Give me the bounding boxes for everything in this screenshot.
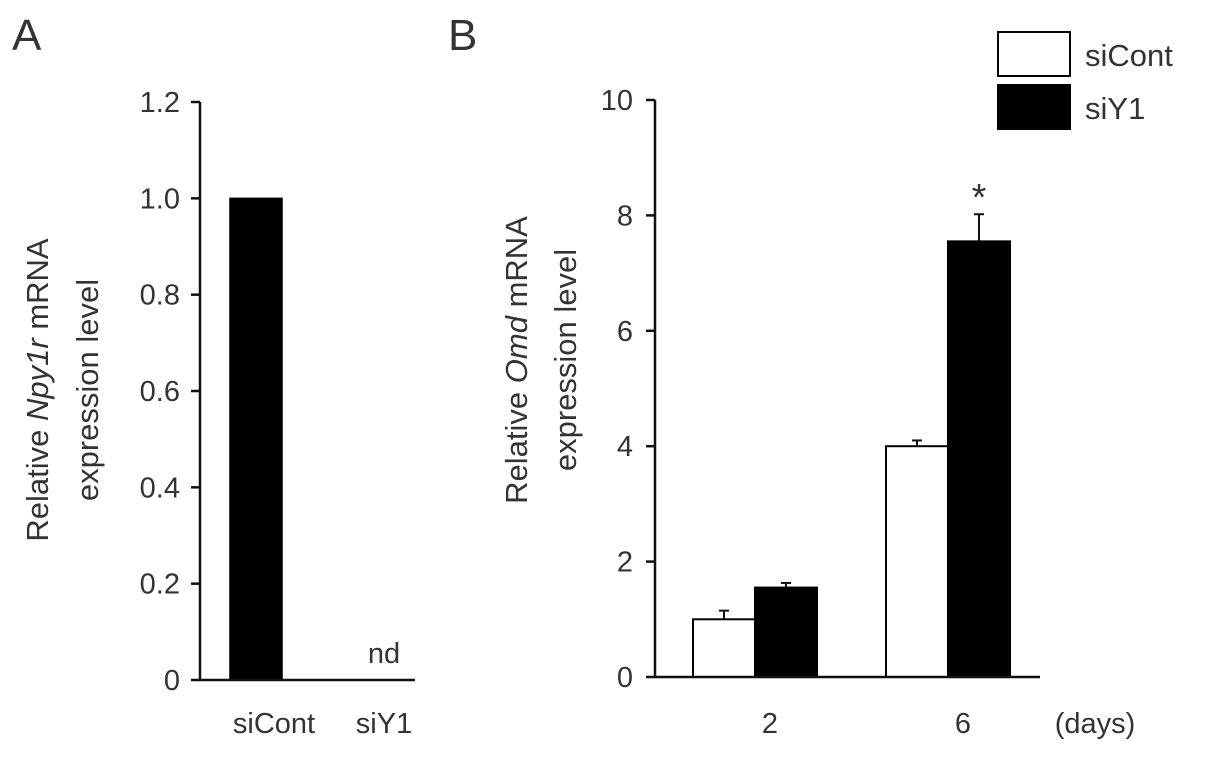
legend-label: siY1 [1085, 91, 1145, 126]
panel-a-ylabel-line1: Relative Npy1r mRNA [20, 238, 55, 542]
panel-b-axes [653, 100, 1040, 679]
panel-a-ylabel-line2: expression level [70, 279, 105, 501]
panel-b-y-tick-label: 6 [617, 316, 633, 348]
panel-a-bar-annotation: nd [368, 638, 400, 670]
panel-b-bar [692, 618, 756, 678]
panel-b-bar [885, 445, 949, 679]
panel-b-x-tick-label: 2 [762, 708, 778, 740]
panel-b: B Relative Omd mRNA expression level 0 2 4… [448, 11, 1173, 740]
panel-b-label: B [448, 11, 477, 60]
panel-b-legend: siCont siY1 [997, 31, 1173, 130]
panel-b-y-tick-label: 8 [617, 200, 633, 232]
panel-a-y-tick-label: 0 [164, 665, 180, 697]
panel-b-ylabel-line1: Relative Omd mRNA [499, 216, 534, 504]
panel-a-y-tick-label: 0.8 [140, 280, 180, 312]
panel-b-significance-mark: * [972, 177, 987, 219]
panel-a-y-tick-label: 0.6 [140, 376, 180, 408]
panel-a-y-tick-label: 0.2 [140, 569, 180, 601]
panel-a-axes [198, 102, 415, 682]
panel-a-bar [229, 197, 283, 681]
panel-a-x-axis: siCont siY1 [233, 708, 412, 740]
panel-b-x-unit: (days) [1055, 708, 1136, 740]
panel-b-y-tick-label: 2 [617, 547, 633, 579]
panel-a-x-tick-label: siCont [233, 708, 315, 740]
panel-a-y-tick-label: 0.4 [140, 472, 180, 504]
panel-b-x-tick-label: 6 [955, 708, 971, 740]
panel-a-y-tick-label: 1.0 [140, 183, 180, 215]
panel-b-y-axis: 0 2 4 6 8 10 [601, 85, 655, 694]
panel-b-y-tick-label: 0 [617, 662, 633, 694]
panel-a-x-tick-label: siY1 [356, 708, 412, 740]
legend-swatch [997, 84, 1071, 130]
legend-label: siCont [1085, 38, 1173, 73]
panel-a: A Relative Npy1r mRNA expression level 0… [12, 11, 415, 740]
panel-a-label: A [12, 11, 42, 60]
panel-b-y-tick-label: 10 [601, 85, 633, 117]
panel-a-annotations: nd [368, 638, 400, 670]
panel-a-bars [229, 197, 283, 681]
legend-swatch [997, 31, 1071, 77]
panel-b-bars: * [692, 177, 1011, 679]
panel-b-bar [754, 586, 818, 678]
panel-a-y-tick-label: 1.2 [140, 87, 180, 119]
panel-b-bar [947, 240, 1011, 679]
panel-b-ylabel-line2: expression level [548, 249, 583, 471]
panel-a-y-axis: 0 0.2 0.4 0.6 0.8 1.0 1.2 [140, 87, 200, 697]
panel-b-y-tick-label: 4 [617, 431, 633, 463]
